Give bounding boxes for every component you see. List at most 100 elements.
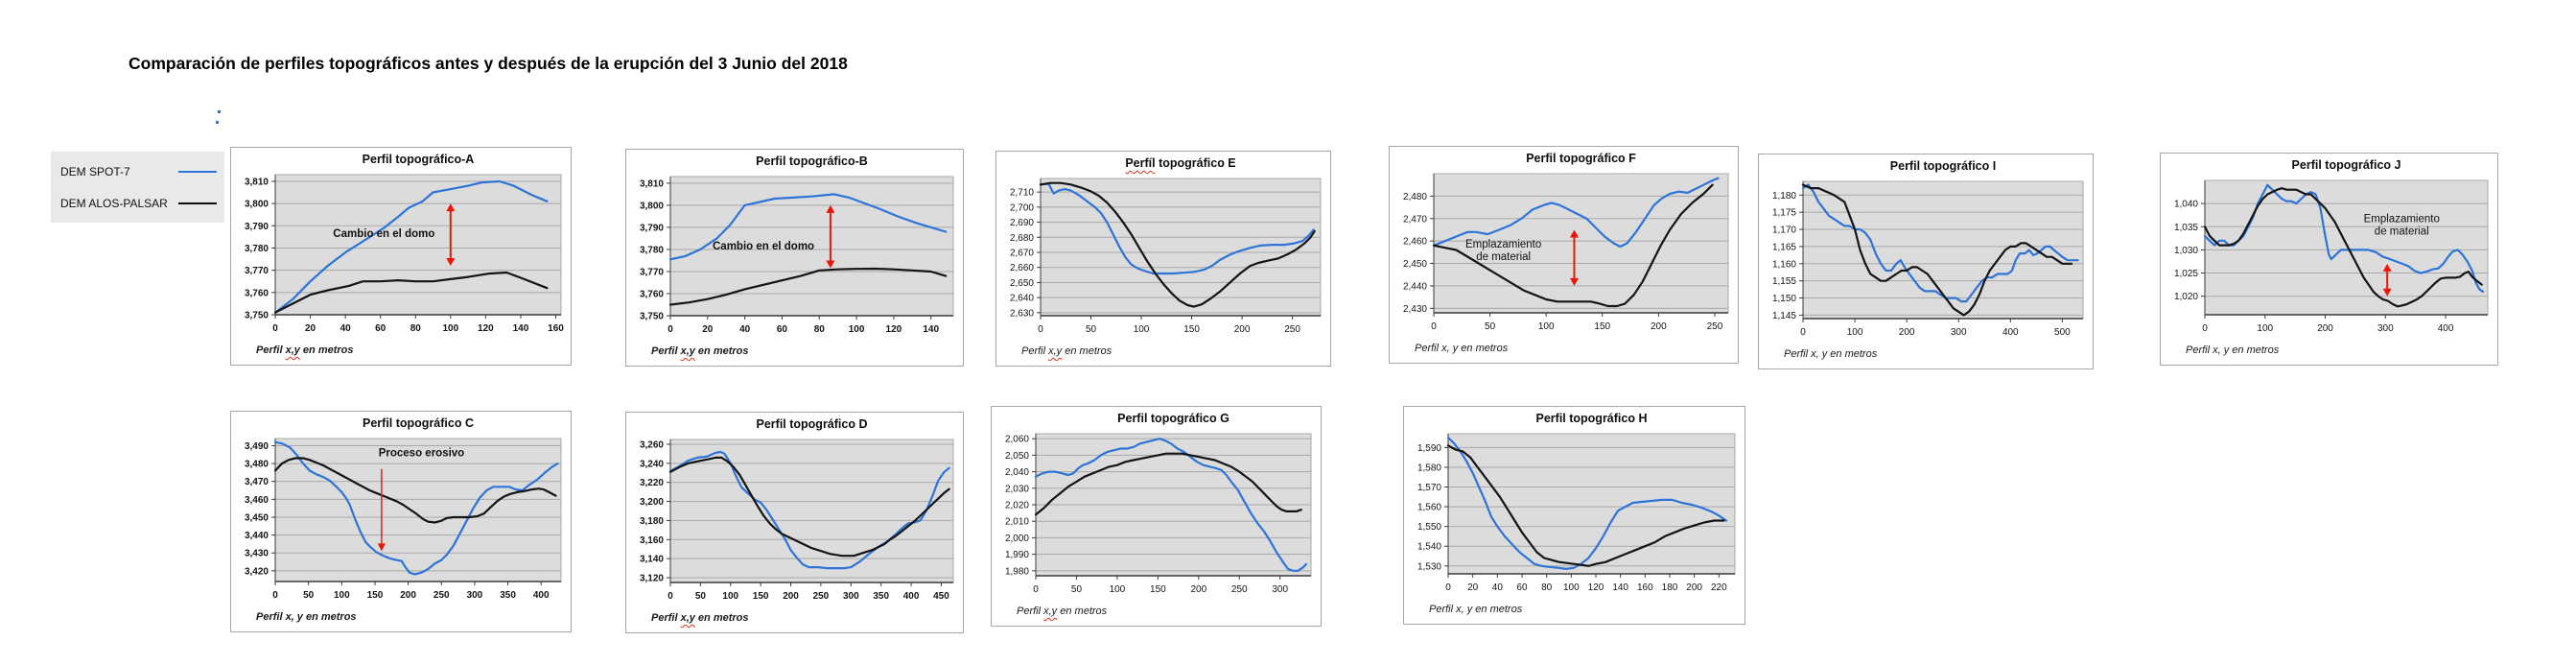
x-tick-label: 0 bbox=[272, 590, 278, 601]
y-tick-label: 3,430 bbox=[245, 549, 269, 559]
plot-area bbox=[274, 438, 562, 582]
x-tick-label: 50 bbox=[1485, 321, 1496, 332]
x-tick-label: 100 bbox=[722, 591, 738, 602]
y-tick-label: 3,260 bbox=[640, 439, 664, 450]
x-tick-label: 150 bbox=[367, 590, 384, 601]
dem-spot-7-line-G bbox=[1034, 438, 1307, 572]
x-tick-label: 250 bbox=[433, 590, 450, 601]
x-tick-label: 100 bbox=[1563, 582, 1580, 593]
y-tick-label: 2,050 bbox=[1005, 451, 1029, 462]
arrow-head-up bbox=[2382, 263, 2392, 272]
blue-colon-artifact bbox=[215, 108, 222, 128]
dem-alos-palsar-line-J bbox=[2203, 187, 2483, 308]
y-tick-label: 2,480 bbox=[1403, 192, 1427, 202]
chart-title-D: Perfil topográfico D bbox=[756, 417, 868, 431]
x-tick-label: 60 bbox=[1516, 582, 1528, 593]
x-tick-label: 250 bbox=[1284, 324, 1300, 335]
y-tick-label: 3,790 bbox=[640, 223, 664, 233]
dem-spot-7-line-E bbox=[1039, 182, 1315, 275]
y-tick-label: 1,570 bbox=[1417, 483, 1441, 493]
y-tick-label: 3,770 bbox=[640, 267, 664, 277]
annotation-text: de material bbox=[1476, 251, 1531, 263]
y-tick-label: 3,790 bbox=[245, 222, 269, 232]
x-tick-label: 40 bbox=[739, 324, 751, 335]
y-tick-label: 2,670 bbox=[1010, 249, 1034, 259]
x-tick-label: 300 bbox=[2377, 323, 2394, 334]
y-tick-label: 3,760 bbox=[640, 289, 664, 299]
arrow-head-down bbox=[377, 543, 386, 552]
y-tick-label: 3,750 bbox=[245, 311, 269, 321]
x-tick-label: 140 bbox=[1612, 582, 1628, 593]
x-tick-label: 350 bbox=[500, 590, 516, 601]
x-tick-label: 200 bbox=[1651, 321, 1667, 332]
label-text: x,y bbox=[680, 612, 695, 624]
x-tick-label: 400 bbox=[903, 591, 920, 602]
dem-spot-7-line-B bbox=[668, 193, 948, 261]
y-tick-label: 3,140 bbox=[640, 555, 664, 565]
y-tick-label: 3,180 bbox=[640, 516, 664, 527]
y-tick-label: 2,710 bbox=[1010, 188, 1034, 199]
x-tick-label: 400 bbox=[533, 590, 550, 601]
y-tick-label: 1,145 bbox=[1772, 311, 1796, 321]
label-text: topográfico E bbox=[1155, 156, 1236, 170]
x-tick-label: 200 bbox=[1190, 584, 1206, 595]
y-tick-label: 1,590 bbox=[1417, 443, 1441, 454]
chart-title-C: Perfil topográfico C bbox=[363, 416, 474, 430]
x-tick-label: 20 bbox=[702, 324, 714, 335]
x-tick-label: 120 bbox=[886, 324, 902, 335]
legend-item-dem-alos-palsar: DEM ALOS-PALSAR bbox=[60, 197, 217, 210]
x-tick-label: 40 bbox=[340, 323, 352, 334]
chart-panel-D: Perfil topográfico D 3,120 3,140 3,160 3,180… bbox=[625, 412, 964, 633]
x-tick-label: 100 bbox=[442, 323, 458, 334]
arrow-head-down bbox=[826, 260, 835, 269]
label-text: en metros bbox=[694, 612, 749, 624]
label-text: x,y bbox=[1048, 345, 1063, 357]
x-tick-label: 80 bbox=[814, 324, 826, 335]
plot-area bbox=[2204, 179, 2489, 316]
arrow-head-down bbox=[2382, 288, 2392, 297]
x-axis-label-C: Perfil x, y en metros bbox=[256, 611, 357, 623]
blue-dot bbox=[218, 110, 221, 113]
y-tick-label: 1,560 bbox=[1417, 503, 1441, 513]
y-tick-label: 2,450 bbox=[1403, 259, 1427, 270]
chart-panel-E: Perfíl topográfico E 2,630 2,640 2,650 2,660… bbox=[995, 151, 1331, 367]
x-axis-label-B: Perfil x,y en metros bbox=[651, 345, 749, 357]
x-tick-label: 300 bbox=[843, 591, 859, 602]
y-tick-label: 3,220 bbox=[640, 478, 664, 488]
annotation-text: Cambio en el domo bbox=[333, 228, 434, 240]
x-tick-label: 40 bbox=[1492, 582, 1504, 593]
y-tick-label: 2,680 bbox=[1010, 233, 1034, 244]
x-tick-label: 150 bbox=[1594, 321, 1610, 332]
x-axis-label-I: Perfil x, y en metros bbox=[1784, 348, 1878, 360]
chart-canvas-C: 3,420 3,430 3,440 3,450 3,460 3,470 3,480 3,490… bbox=[245, 438, 562, 601]
chart-title-I: Perfil topográfico I bbox=[1889, 159, 1997, 173]
x-tick-label: 300 bbox=[1272, 584, 1288, 595]
legend-item-dem-spot7: DEM SPOT-7 bbox=[60, 165, 217, 178]
y-tick-label: 1,580 bbox=[1417, 463, 1441, 473]
chart-canvas-I: 1,145 1,150 1,155 1,160 1,165 1,170 1,175 1,180… bbox=[1772, 180, 2084, 338]
x-tick-label: 200 bbox=[1234, 324, 1251, 335]
page-title: Comparación de perfiles topográficos ant… bbox=[129, 53, 848, 73]
y-tick-label: 3,810 bbox=[245, 177, 269, 187]
chart-title-H: Perfil topográfico H bbox=[1535, 412, 1648, 425]
x-tick-label: 0 bbox=[1800, 327, 1806, 338]
legend: DEM SPOT-7 DEM ALOS-PALSAR bbox=[51, 152, 224, 223]
chart-title-J: Perfil topográfico J bbox=[2291, 158, 2401, 172]
x-tick-label: 60 bbox=[375, 323, 386, 334]
y-tick-label: 2,060 bbox=[1005, 435, 1029, 445]
y-tick-label: 3,440 bbox=[245, 531, 269, 541]
x-tick-label: 100 bbox=[334, 590, 350, 601]
chart-panel-H: Perfil topográfico H 1,530 1,540 1,550 1,560… bbox=[1403, 406, 1745, 625]
chart-title-A: Perfil topográfico-A bbox=[362, 153, 475, 166]
x-tick-label: 160 bbox=[548, 323, 564, 334]
y-tick-label: 1,030 bbox=[2174, 246, 2198, 256]
chart-canvas-G: 1,980 1,990 2,000 2,010 2,020 2,030 2,040 2,050… bbox=[1005, 433, 1312, 595]
dem-spot-7-line-D bbox=[668, 450, 950, 570]
chart-panel-F: Perfil topográfico F 2,430 2,440 2,450 2,460… bbox=[1389, 146, 1739, 364]
x-tick-label: 450 bbox=[933, 591, 949, 602]
y-tick-label: 2,700 bbox=[1010, 202, 1034, 213]
chart-title-B: Perfil topográfico-B bbox=[756, 154, 868, 168]
chart-panel-B: Perfil topográfico-B 3,750 3,760 3,770 3,780… bbox=[625, 149, 964, 367]
y-tick-label: 2,030 bbox=[1005, 484, 1029, 494]
y-tick-label: 1,035 bbox=[2174, 223, 2198, 233]
